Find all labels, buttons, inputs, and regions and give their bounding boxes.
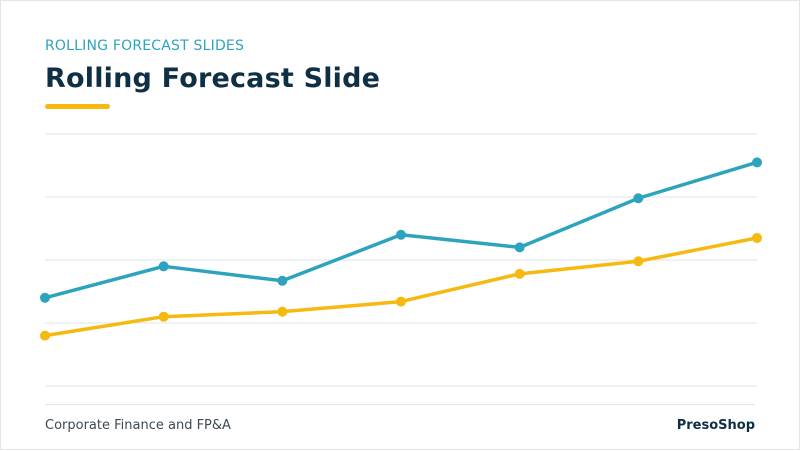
footer-subtitle: Corporate Finance and FP&A (45, 418, 231, 433)
series-0-point-4 (514, 242, 525, 253)
series-1-point-4 (514, 268, 525, 279)
series-1-point-1 (158, 311, 169, 322)
series-0-point-5 (633, 193, 644, 204)
series-layer (40, 157, 762, 341)
footer-brand: PresoShop (676, 418, 755, 433)
series-0-point-3 (396, 229, 406, 240)
series-0-point-0 (40, 292, 50, 303)
series-1-point-0 (40, 330, 50, 341)
series-1-point-3 (396, 296, 406, 307)
slide-kicker: ROLLING FORECAST SLIDES (45, 38, 245, 54)
series-0-point-1 (158, 261, 169, 272)
series-0-point-6 (752, 157, 762, 168)
title-underline (45, 104, 110, 109)
series-1-line (43, 236, 759, 338)
slide-title: Rolling Forecast Slide (45, 63, 381, 94)
series-0-point-2 (277, 275, 288, 286)
series-1-point-6 (752, 232, 762, 243)
footer-divider (45, 404, 755, 405)
series-1-point-2 (277, 306, 288, 317)
series-1-point-5 (633, 256, 644, 267)
